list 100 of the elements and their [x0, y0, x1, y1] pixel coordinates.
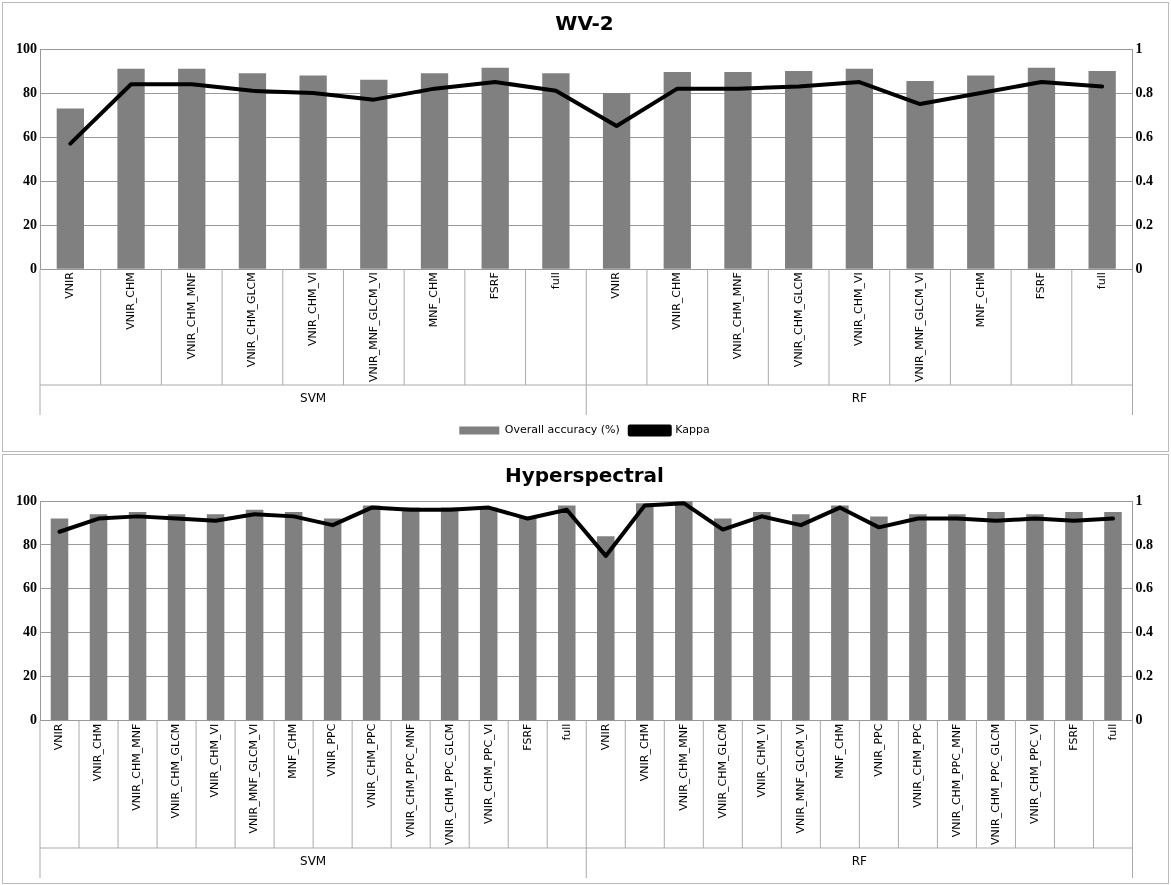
bar — [518, 516, 537, 721]
bar — [675, 501, 693, 721]
y2-tick-label: 0 — [1135, 712, 1143, 728]
x-tick-label: full — [559, 723, 573, 741]
x-tick-label: VNIR_CHM_PPC_GLCM — [988, 723, 1002, 845]
x-tick-label: VNIR_PPC — [325, 723, 339, 777]
bar — [870, 516, 888, 721]
y-tick-label: 100 — [16, 40, 37, 56]
bar — [420, 73, 449, 269]
y-tick-label: 60 — [23, 580, 37, 596]
bar — [299, 75, 327, 269]
bar — [845, 68, 874, 269]
x-tick-label: VNIR_CHM_PPC_GLCM — [442, 723, 456, 845]
bar — [967, 75, 995, 269]
bar — [987, 511, 1005, 721]
x-tick-label: VNIR_CHM_PPC_MNF — [949, 723, 963, 838]
x-tick-label: VNIR_CHM — [123, 272, 137, 330]
bar — [206, 514, 225, 721]
bar — [89, 514, 108, 721]
bar — [542, 73, 570, 269]
x-tick-label: full — [1095, 272, 1109, 290]
bar — [1027, 67, 1056, 269]
y2-tick-label: 0.8 — [1135, 84, 1153, 100]
y2-tick-label: 0.4 — [1135, 172, 1153, 188]
y2-tick-label: 0.6 — [1135, 128, 1153, 144]
y2-tick-label: 0.6 — [1135, 580, 1153, 596]
bar — [557, 505, 576, 721]
x-tick-label: VNIR — [63, 271, 77, 299]
bar — [596, 536, 615, 721]
x-tick-label: VNIR_CHM_VI — [208, 723, 222, 798]
x-tick-label: VNIR_CHM_GLCM — [715, 723, 729, 819]
bar — [1026, 514, 1044, 721]
x-tick-label: FSRF — [1034, 272, 1048, 300]
bar — [284, 511, 303, 721]
bar — [636, 503, 654, 721]
bar — [792, 514, 810, 721]
text: RF — [851, 854, 868, 869]
bar — [1088, 71, 1116, 269]
bar — [906, 80, 934, 269]
text: RF — [851, 391, 868, 406]
y2-tick-label: 0 — [1135, 260, 1143, 276]
bar — [753, 511, 771, 721]
y-tick-label: 100 — [16, 492, 37, 508]
bar — [323, 518, 342, 721]
x-tick-label: VNIR_MNF_GLCM_VI — [912, 272, 926, 382]
y-tick-label: 20 — [23, 216, 37, 232]
x-tick-label: VNIR_CHM_GLCM — [245, 272, 259, 368]
x-tick-label: VNIR — [598, 723, 612, 751]
x-tick-label: MNF_CHM — [427, 272, 441, 328]
chart-title: WV-2 — [555, 11, 614, 36]
y-tick-label: 40 — [23, 172, 37, 188]
x-tick-label: VNIR_MNF_GLCM_VI — [366, 272, 380, 382]
bar — [238, 73, 267, 269]
bar — [602, 93, 631, 269]
x-tick-label: VNIR_CHM_MNF — [676, 723, 690, 811]
bar — [724, 72, 752, 269]
x-tick-label: VNIR — [609, 271, 623, 299]
text: SVM — [300, 391, 327, 406]
legend-label: Kappa — [675, 423, 710, 437]
y-tick-label: 20 — [23, 668, 37, 684]
x-tick-label: full — [548, 272, 562, 290]
chart-title: Hyperspectral — [505, 463, 664, 488]
x-tick-label: VNIR_CHM — [670, 272, 684, 330]
x-tick-label: VNIR_CHM_MNF — [130, 723, 144, 811]
x-tick-label: VNIR_CHM_PPC — [364, 723, 378, 808]
bar — [714, 518, 732, 721]
x-tick-label: VNIR_CHM_VI — [852, 272, 866, 347]
y-tick-label: 60 — [23, 128, 37, 144]
x-tick-label: FSRF — [488, 272, 502, 300]
bar — [178, 68, 206, 269]
y2-tick-label: 1 — [1135, 40, 1143, 56]
x-tick-label: VNIR_CHM_PPC — [910, 723, 924, 808]
bar — [117, 68, 145, 269]
x-tick-label: MNF_CHM — [286, 723, 300, 779]
x-tick-label: VNIR_CHM_PPC_VI — [481, 723, 495, 824]
x-tick-label: VNIR_CHM_MNF — [730, 272, 744, 360]
bar — [785, 71, 813, 269]
x-tick-label: VNIR — [52, 723, 66, 751]
bar — [362, 505, 381, 721]
bar — [245, 509, 264, 721]
bar — [481, 67, 509, 269]
bar — [50, 518, 69, 721]
y2-tick-label: 1 — [1135, 492, 1143, 508]
y2-tick-label: 0.4 — [1135, 624, 1153, 640]
x-tick-label: VNIR_CHM_MNF — [184, 272, 198, 360]
bar — [909, 514, 927, 721]
x-tick-label: VNIR_CHM — [91, 723, 105, 782]
x-tick-label: MNF_CHM — [973, 272, 987, 328]
y-tick-label: 40 — [23, 624, 37, 640]
bar — [948, 514, 966, 721]
bar — [1065, 511, 1083, 721]
y2-tick-label: 0.2 — [1135, 668, 1153, 684]
bar — [1104, 511, 1122, 721]
x-tick-label: FSRF — [1066, 723, 1080, 751]
x-tick-label: VNIR_CHM — [637, 723, 651, 782]
y-tick-label: 80 — [23, 536, 37, 552]
y-tick-label: 80 — [23, 84, 37, 100]
x-tick-label: VNIR_CHM_GLCM — [791, 272, 805, 368]
x-tick-label: VNIR_MNF_GLCM_VI — [247, 723, 261, 834]
x-tick-label: VNIR_CHM_VI — [754, 723, 768, 798]
